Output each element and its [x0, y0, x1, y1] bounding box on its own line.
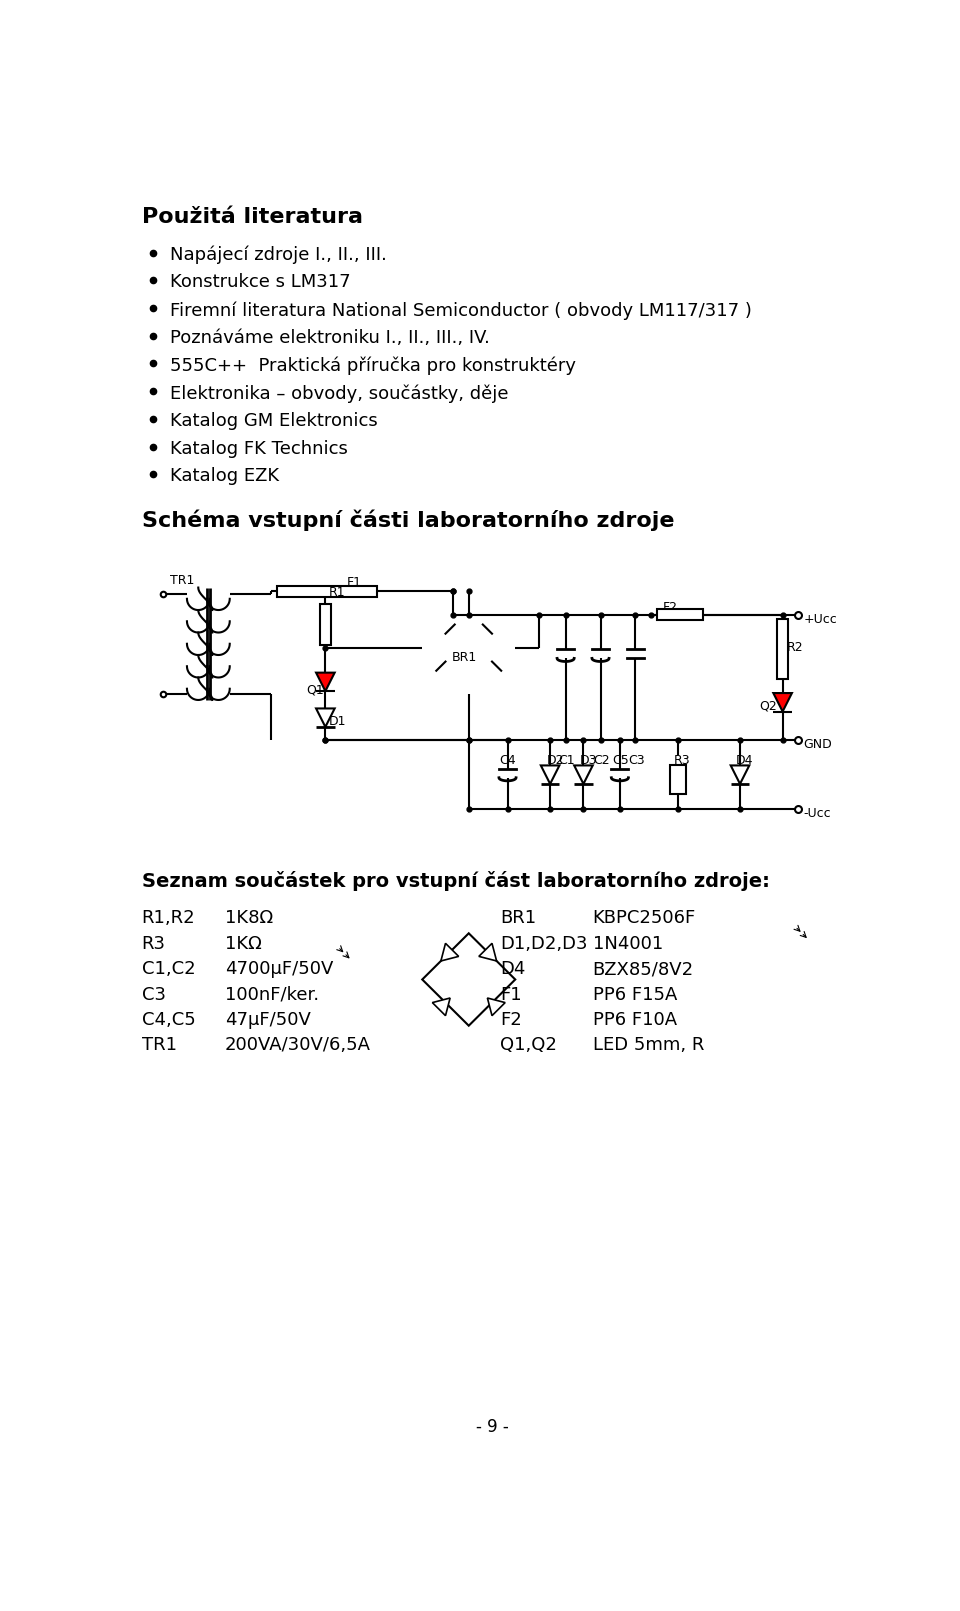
Text: D2: D2 — [546, 754, 564, 767]
Polygon shape — [441, 944, 459, 962]
Text: Seznam součástek pro vstupní část laboratorního zdroje:: Seznam součástek pro vstupní část labora… — [142, 872, 770, 891]
Polygon shape — [540, 765, 560, 785]
FancyBboxPatch shape — [657, 609, 703, 620]
Text: Q1: Q1 — [306, 683, 324, 698]
Text: 1N4001: 1N4001 — [592, 934, 663, 952]
Text: R1,R2: R1,R2 — [142, 910, 195, 928]
Text: D4: D4 — [500, 960, 525, 978]
Text: D1,D2,D3: D1,D2,D3 — [500, 934, 588, 952]
Text: Schéma vstupní části laboratorního zdroje: Schéma vstupní části laboratorního zdroj… — [142, 509, 674, 530]
Text: GND: GND — [804, 738, 832, 751]
Text: Q1,Q2: Q1,Q2 — [500, 1036, 557, 1055]
Text: C5: C5 — [612, 754, 629, 767]
Text: 100nF/ker.: 100nF/ker. — [225, 986, 319, 1004]
Text: 555C++  Praktická příručka pro konstruktéry: 555C++ Praktická příručka pro konstrukté… — [170, 356, 576, 375]
Text: R3: R3 — [674, 754, 691, 767]
Text: TR1: TR1 — [142, 1036, 177, 1055]
Text: PP6 F15A: PP6 F15A — [592, 986, 677, 1004]
Text: Elektronika – obvody, součástky, děje: Elektronika – obvody, součástky, děje — [170, 385, 509, 403]
Text: C2: C2 — [593, 754, 611, 767]
Text: Konstrukce s LM317: Konstrukce s LM317 — [170, 274, 351, 292]
Text: 47μF/50V: 47μF/50V — [225, 1012, 310, 1029]
Text: R2: R2 — [786, 641, 804, 654]
Polygon shape — [731, 765, 750, 785]
FancyBboxPatch shape — [277, 586, 377, 596]
Text: F2: F2 — [500, 1012, 521, 1029]
Polygon shape — [488, 999, 505, 1015]
Text: TR1: TR1 — [170, 575, 195, 588]
FancyBboxPatch shape — [670, 765, 685, 794]
Text: C4,C5: C4,C5 — [142, 1012, 196, 1029]
Polygon shape — [774, 693, 792, 712]
Text: R3: R3 — [142, 934, 166, 952]
Text: Firemní literatura National Semiconductor ( obvody LM117/317 ): Firemní literatura National Semiconducto… — [170, 301, 753, 319]
Text: +Ucc: +Ucc — [804, 612, 837, 625]
Text: - 9 -: - 9 - — [475, 1418, 509, 1435]
FancyBboxPatch shape — [320, 604, 331, 644]
Text: C1: C1 — [559, 754, 575, 767]
Text: D1: D1 — [329, 715, 347, 728]
Text: F2: F2 — [662, 601, 678, 614]
Text: LED 5mm, R: LED 5mm, R — [592, 1036, 704, 1055]
Polygon shape — [422, 933, 516, 1026]
Text: BR1: BR1 — [500, 910, 536, 928]
Text: 1KΩ: 1KΩ — [225, 934, 261, 952]
Text: BR1: BR1 — [452, 651, 477, 664]
Polygon shape — [479, 944, 496, 962]
Text: 4700μF/50V: 4700μF/50V — [225, 960, 333, 978]
Text: -Ucc: -Ucc — [804, 807, 831, 820]
Text: Napájecí zdroje I., II., III.: Napájecí zdroje I., II., III. — [170, 246, 387, 264]
Text: Katalog FK Technics: Katalog FK Technics — [170, 440, 348, 458]
Text: R1: R1 — [329, 586, 346, 599]
Text: Katalog EZK: Katalog EZK — [170, 467, 279, 485]
Text: KBPC2506F: KBPC2506F — [592, 910, 696, 928]
Text: F1: F1 — [347, 577, 361, 590]
Text: PP6 F10A: PP6 F10A — [592, 1012, 677, 1029]
Text: C4: C4 — [500, 754, 516, 767]
Text: 1K8Ω: 1K8Ω — [225, 910, 273, 928]
Polygon shape — [432, 999, 450, 1015]
Text: C3: C3 — [629, 754, 645, 767]
Text: Použitá literatura: Použitá literatura — [142, 208, 363, 227]
Text: Q2: Q2 — [759, 699, 778, 712]
Text: D3: D3 — [580, 754, 597, 767]
Text: BZX85/8V2: BZX85/8V2 — [592, 960, 694, 978]
Polygon shape — [316, 673, 335, 691]
Text: C3: C3 — [142, 986, 166, 1004]
Text: Poznáváme elektroniku I., II., III., IV.: Poznáváme elektroniku I., II., III., IV. — [170, 329, 491, 346]
Polygon shape — [574, 765, 592, 785]
Text: 200VA/30V/6,5A: 200VA/30V/6,5A — [225, 1036, 371, 1055]
Text: F1: F1 — [500, 986, 521, 1004]
Text: D4: D4 — [736, 754, 754, 767]
Text: C1,C2: C1,C2 — [142, 960, 195, 978]
Text: Katalog GM Elektronics: Katalog GM Elektronics — [170, 412, 378, 430]
FancyBboxPatch shape — [778, 619, 788, 680]
Polygon shape — [316, 709, 335, 727]
